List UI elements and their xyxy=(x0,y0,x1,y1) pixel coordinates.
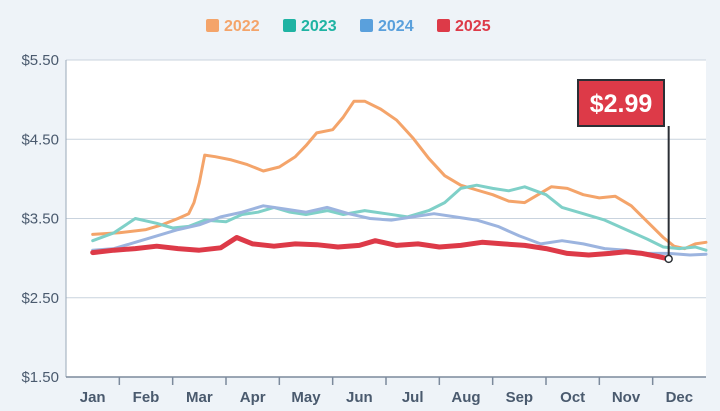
x-tick-label: Jan xyxy=(80,389,106,406)
series-layer xyxy=(90,99,708,262)
series-line-2025 xyxy=(90,235,672,262)
y-tick-label: $1.50 xyxy=(21,369,59,386)
legend: 2022 2023 2024 2025 xyxy=(206,18,491,35)
callout-label: $2.99 xyxy=(590,90,653,118)
legend-label-2025: 2025 xyxy=(455,18,491,35)
x-tick-label: Mar xyxy=(186,389,213,406)
y-tick-label: $2.50 xyxy=(21,290,59,307)
x-tick-label: Nov xyxy=(612,389,641,406)
y-tick-label: $5.50 xyxy=(21,52,59,69)
y-tick-label: $3.50 xyxy=(21,211,59,228)
x-tick-label: Aug xyxy=(451,389,480,406)
legend-label-2023: 2023 xyxy=(301,18,337,35)
x-tick-label: Oct xyxy=(560,389,585,406)
legend-swatch-2023 xyxy=(283,19,296,32)
x-tick-label: Jul xyxy=(402,389,424,406)
legend-swatch-2024 xyxy=(360,19,373,32)
callout-marker xyxy=(664,254,673,264)
legend-swatch-2022 xyxy=(206,19,219,32)
series-line-2024 xyxy=(91,204,708,257)
callout-layer: $2.99 xyxy=(577,79,673,264)
legend-label-2024: 2024 xyxy=(378,18,414,35)
x-tick-label: Dec xyxy=(666,389,694,406)
legend-label-2022: 2022 xyxy=(224,18,260,35)
x-tick-label: Sep xyxy=(506,389,534,406)
y-tick-label: $4.50 xyxy=(21,131,59,148)
axes: $5.50 $4.50 $3.50 $2.50 $1.50 Jan Feb Mar Apr May… xyxy=(21,52,706,406)
x-tick-label: May xyxy=(291,389,321,406)
series-line-2022 xyxy=(91,99,708,251)
x-tick-label: Jun xyxy=(346,389,373,406)
x-tick-label: Feb xyxy=(133,389,160,406)
legend-swatch-2025 xyxy=(437,19,450,32)
callout-box xyxy=(577,79,665,127)
x-tick-label: Apr xyxy=(240,389,266,406)
